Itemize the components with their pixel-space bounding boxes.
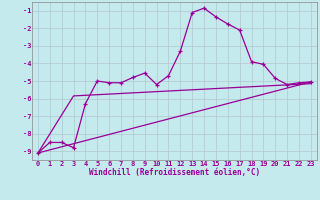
X-axis label: Windchill (Refroidissement éolien,°C): Windchill (Refroidissement éolien,°C) [89,168,260,177]
